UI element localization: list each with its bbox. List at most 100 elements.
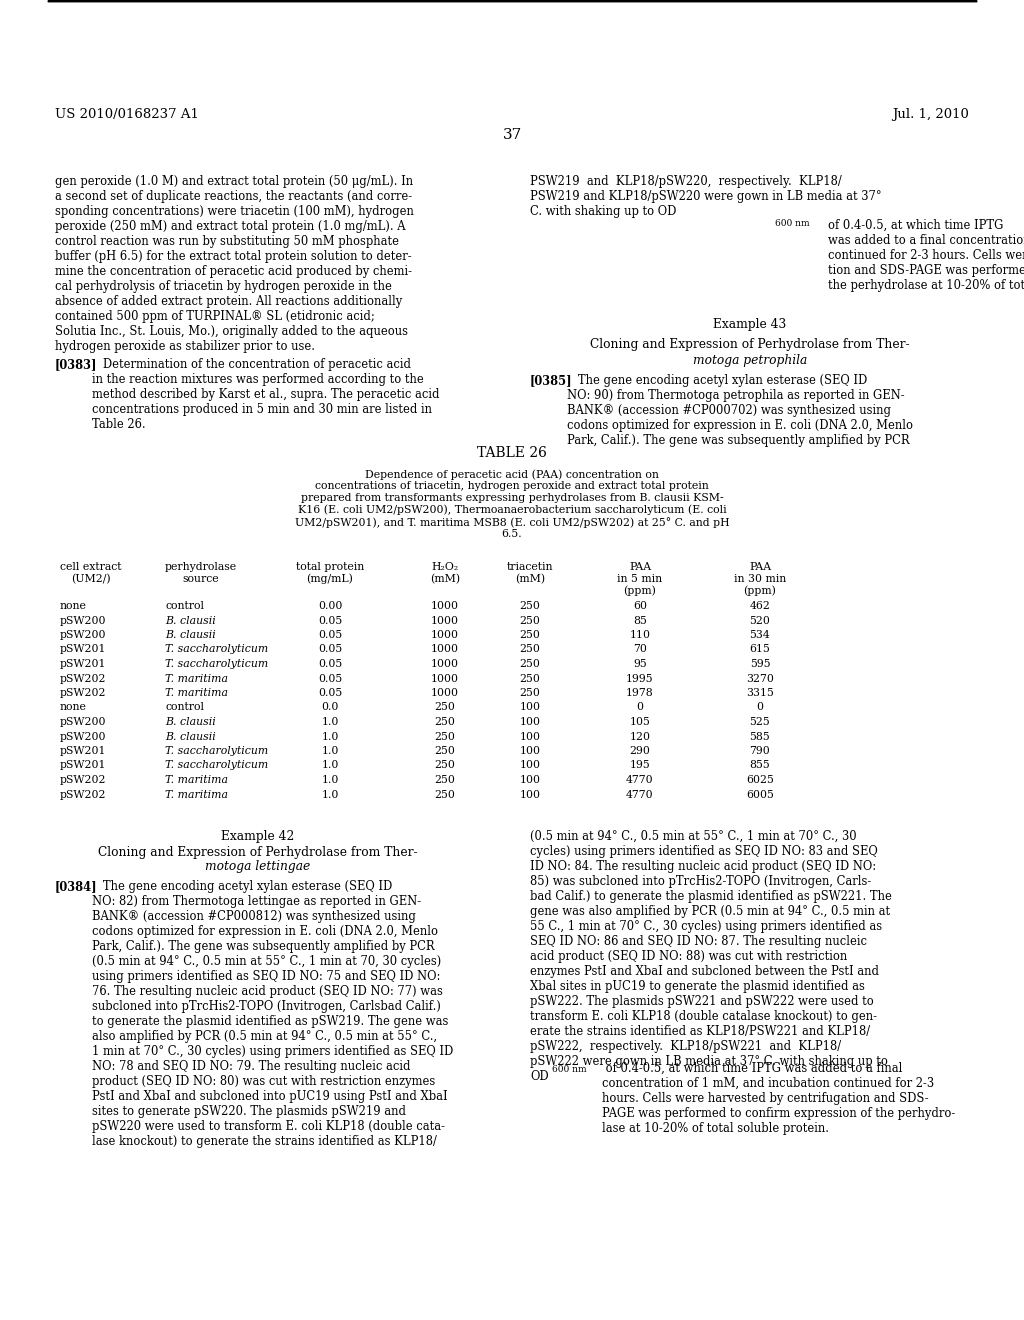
Text: 1.0: 1.0 (322, 731, 339, 742)
Text: 1.0: 1.0 (322, 789, 339, 800)
Text: Dependence of peracetic acid (PAA) concentration on
concentrations of triacetin,: Dependence of peracetic acid (PAA) conce… (295, 469, 729, 540)
Text: H₂O₂
(mM): H₂O₂ (mM) (430, 562, 460, 583)
Text: 1.0: 1.0 (322, 760, 339, 771)
Text: 1000: 1000 (431, 644, 459, 655)
Text: 250: 250 (519, 659, 541, 669)
Text: TABLE 26: TABLE 26 (477, 446, 547, 459)
Text: 250: 250 (434, 731, 456, 742)
Text: 855: 855 (750, 760, 770, 771)
Text: 534: 534 (750, 630, 770, 640)
Text: 60: 60 (633, 601, 647, 611)
Text: pSW202: pSW202 (60, 673, 106, 684)
Text: 250: 250 (434, 746, 456, 756)
Text: control: control (165, 601, 204, 611)
Text: 250: 250 (434, 760, 456, 771)
Text: B. clausii: B. clausii (165, 731, 216, 742)
Text: T. saccharolyticum: T. saccharolyticum (165, 760, 268, 771)
Text: 100: 100 (519, 746, 541, 756)
Text: 100: 100 (519, 731, 541, 742)
Text: 1000: 1000 (431, 630, 459, 640)
Text: 0.05: 0.05 (317, 615, 342, 626)
Text: 1.0: 1.0 (322, 775, 339, 785)
Text: 1000: 1000 (431, 601, 459, 611)
Text: of 0.4-0.5, at which time IPTG
was added to a final concentration of 1 mM, and i: of 0.4-0.5, at which time IPTG was added… (828, 219, 1024, 292)
Text: control: control (165, 702, 204, 713)
Text: 250: 250 (519, 601, 541, 611)
Text: 600 nm: 600 nm (552, 1065, 587, 1074)
Text: 100: 100 (519, 702, 541, 713)
Text: 0: 0 (637, 702, 643, 713)
Text: Determination of the concentration of peracetic acid
in the reaction mixtures wa: Determination of the concentration of pe… (92, 358, 439, 432)
Text: B. clausii: B. clausii (165, 717, 216, 727)
Text: pSW201: pSW201 (60, 746, 106, 756)
Text: 1995: 1995 (627, 673, 653, 684)
Text: 462: 462 (750, 601, 770, 611)
Text: motoga lettingae: motoga lettingae (205, 861, 310, 873)
Text: The gene encoding acetyl xylan esterase (SEQ ID
NO: 82) from Thermotoga lettinga: The gene encoding acetyl xylan esterase … (92, 880, 454, 1148)
Text: 600 nm: 600 nm (775, 219, 810, 228)
Text: 3315: 3315 (746, 688, 774, 698)
Text: Cloning and Expression of Perhydrolase from Ther-: Cloning and Expression of Perhydrolase f… (590, 338, 909, 351)
Text: Cloning and Expression of Perhydrolase from Ther-: Cloning and Expression of Perhydrolase f… (97, 846, 418, 859)
Text: none: none (60, 702, 87, 713)
Text: pSW201: pSW201 (60, 644, 106, 655)
Text: 250: 250 (434, 789, 456, 800)
Text: 0.05: 0.05 (317, 673, 342, 684)
Text: Example 42: Example 42 (221, 830, 294, 843)
Text: 0.05: 0.05 (317, 644, 342, 655)
Text: Example 43: Example 43 (714, 318, 786, 331)
Text: of 0.4-0.5, at which time IPTG was added to a final
concentration of 1 mM, and i: of 0.4-0.5, at which time IPTG was added… (602, 1063, 955, 1135)
Text: total protein
(mg/mL): total protein (mg/mL) (296, 562, 365, 585)
Text: 250: 250 (434, 775, 456, 785)
Text: pSW200: pSW200 (60, 615, 106, 626)
Text: cell extract
(UM2/): cell extract (UM2/) (60, 562, 122, 583)
Text: 105: 105 (630, 717, 650, 727)
Text: pSW200: pSW200 (60, 731, 106, 742)
Text: T. maritima: T. maritima (165, 673, 228, 684)
Text: 595: 595 (750, 659, 770, 669)
Text: 100: 100 (519, 789, 541, 800)
Text: 290: 290 (630, 746, 650, 756)
Text: 1000: 1000 (431, 673, 459, 684)
Text: pSW202: pSW202 (60, 775, 106, 785)
Text: [0383]: [0383] (55, 358, 97, 371)
Text: PAA
in 5 min
(ppm): PAA in 5 min (ppm) (617, 562, 663, 595)
Text: 1.0: 1.0 (322, 717, 339, 727)
Text: none: none (60, 601, 87, 611)
Text: pSW202: pSW202 (60, 688, 106, 698)
Text: 0.05: 0.05 (317, 659, 342, 669)
Text: 95: 95 (633, 659, 647, 669)
Text: pSW201: pSW201 (60, 760, 106, 771)
Text: 85: 85 (633, 615, 647, 626)
Text: B. clausii: B. clausii (165, 630, 216, 640)
Text: T. saccharolyticum: T. saccharolyticum (165, 746, 268, 756)
Text: 3270: 3270 (746, 673, 774, 684)
Text: 6025: 6025 (746, 775, 774, 785)
Text: pSW201: pSW201 (60, 659, 106, 669)
Text: pSW200: pSW200 (60, 630, 106, 640)
Text: 70: 70 (633, 644, 647, 655)
Text: [0385]: [0385] (530, 374, 572, 387)
Text: 1000: 1000 (431, 659, 459, 669)
Text: [0384]: [0384] (55, 880, 97, 894)
Text: 100: 100 (519, 760, 541, 771)
Text: 0.0: 0.0 (322, 702, 339, 713)
Text: gen peroxide (1.0 M) and extract total protein (50 μg/mL). In
a second set of du: gen peroxide (1.0 M) and extract total p… (55, 176, 414, 352)
Text: 195: 195 (630, 760, 650, 771)
Text: triacetin
(mM): triacetin (mM) (507, 562, 553, 583)
Text: 0.05: 0.05 (317, 688, 342, 698)
Text: B. clausii: B. clausii (165, 615, 216, 626)
Text: perhydrolase
source: perhydrolase source (165, 562, 238, 583)
Text: 520: 520 (750, 615, 770, 626)
Text: 0.00: 0.00 (317, 601, 342, 611)
Text: pSW202: pSW202 (60, 789, 106, 800)
Text: T. maritima: T. maritima (165, 688, 228, 698)
Text: 1000: 1000 (431, 615, 459, 626)
Text: US 2010/0168237 A1: US 2010/0168237 A1 (55, 108, 199, 121)
Text: (0.5 min at 94° C., 0.5 min at 55° C., 1 min at 70° C., 30
cycles) using primers: (0.5 min at 94° C., 0.5 min at 55° C., 1… (530, 830, 892, 1082)
Text: 250: 250 (519, 615, 541, 626)
Text: 585: 585 (750, 731, 770, 742)
Text: 615: 615 (750, 644, 770, 655)
Text: 4770: 4770 (627, 789, 653, 800)
Text: 1.0: 1.0 (322, 746, 339, 756)
